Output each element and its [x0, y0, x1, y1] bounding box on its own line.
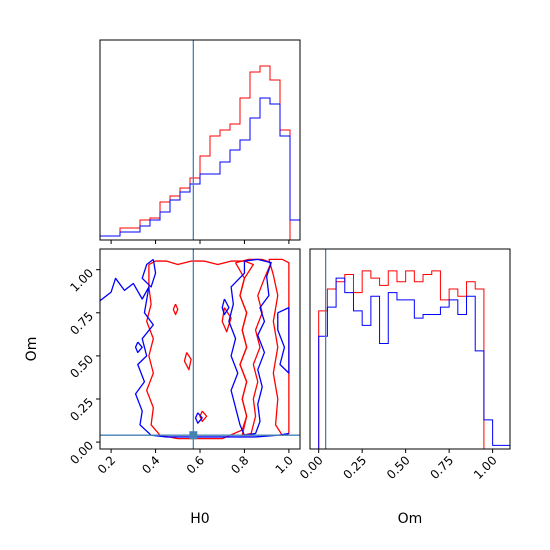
joint-panel: 0.2 0.4 0.6 0.8 1.0 0.00 0.25 0.50 0.75 1.00 H0 O… [24, 248, 301, 527]
joint-x-tick-label: 1.0 [273, 453, 296, 476]
contour-series-1 [268, 258, 290, 436]
joint-x-label: H0 [190, 511, 209, 527]
contour-series-1 [234, 258, 272, 436]
joint-y-label: Om [24, 337, 40, 362]
joint-x-tick-label: 0.8 [228, 453, 251, 476]
hist-om-x-tick-label: 0.00 [297, 453, 326, 482]
contour-series-2 [228, 258, 272, 436]
contour-series-2 [134, 341, 143, 354]
hist-h0-series-1-step [99, 65, 300, 241]
truth-marker [189, 431, 198, 440]
joint-y-tick-label: 0.50 [67, 352, 96, 381]
hist-om-panel: 0.00 0.25 0.50 0.75 1.00 Om [297, 248, 511, 527]
hist-h0-frame [99, 39, 301, 241]
joint-frame [99, 248, 301, 450]
contour-series-2 [277, 306, 290, 374]
hist-om-frame [309, 248, 511, 450]
contour-series-1 [172, 303, 179, 316]
joint-contours [100, 258, 290, 440]
hist-om-x-tick-label: 1.00 [471, 453, 500, 482]
contour-series-1 [221, 307, 232, 333]
contour-series-2 [221, 298, 230, 316]
hist-om-series-1-step [310, 270, 510, 450]
hist-om-x-tick-label: 0.25 [341, 453, 370, 482]
hist-om-series-2-step [310, 277, 511, 450]
contour-series-2 [100, 277, 289, 438]
joint-y-tick-label: 1.00 [67, 266, 96, 295]
hist-h0-panel [99, 39, 301, 244]
joint-y-tick-label: 0.00 [67, 438, 96, 467]
joint-x-tick-label: 0.6 [184, 453, 207, 476]
joint-y-tick-label: 0.75 [67, 309, 96, 338]
contour-series-1 [199, 410, 208, 423]
contour-series-2 [194, 412, 203, 424]
hist-om-x-label: Om [398, 511, 423, 527]
hist-h0-series-2-step [99, 97, 301, 240]
hist-om-x-tick-label: 0.50 [384, 453, 413, 482]
joint-x-tick-label: 0.4 [139, 453, 162, 476]
contour-series-2 [141, 258, 157, 288]
hist-om-x-tick-label: 0.75 [427, 453, 456, 482]
contour-series-1 [183, 352, 192, 371]
joint-y-tick-label: 0.25 [67, 395, 96, 424]
joint-x-tick-label: 0.2 [95, 453, 118, 476]
